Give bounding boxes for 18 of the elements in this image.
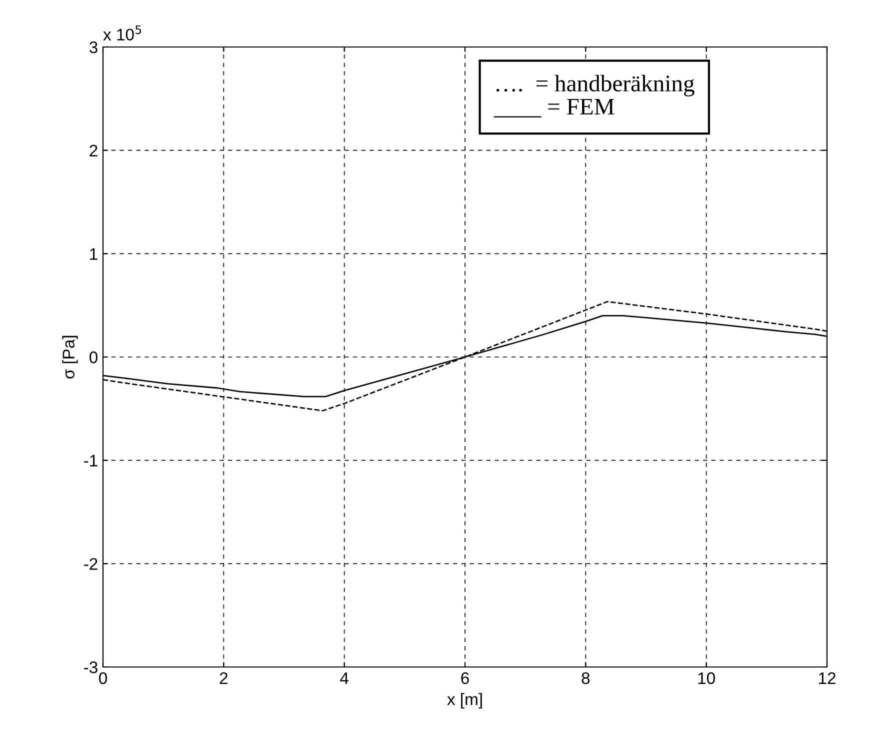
x-axis-title: x [m] [447, 692, 482, 708]
x-tick-label: 4 [340, 672, 348, 684]
y-tick-label: 3 [90, 41, 98, 54]
x-tick-label: 10 [698, 672, 715, 684]
y-tick-label: 2 [90, 144, 98, 156]
y-tick-label: 1 [90, 248, 98, 260]
y-tick-label: -3 [84, 661, 98, 674]
text: x 10$^{5}$ [103, 25, 142, 40]
x-tick-label: 2 [220, 672, 228, 684]
x-tick-label: 6 [461, 672, 469, 684]
x-tick-label: 0 [99, 672, 107, 684]
annotation: …. = handberäkning ____ = FEM [494, 74, 694, 118]
y-tick-label: -2 [84, 558, 98, 570]
y-axis-title: σ [Pa] [62, 336, 78, 379]
x-tick-label: 8 [582, 672, 590, 684]
y-tick-label: -1 [84, 454, 98, 466]
x-tick-label: 12 [819, 672, 836, 684]
y-tick-label: 0 [90, 351, 98, 364]
